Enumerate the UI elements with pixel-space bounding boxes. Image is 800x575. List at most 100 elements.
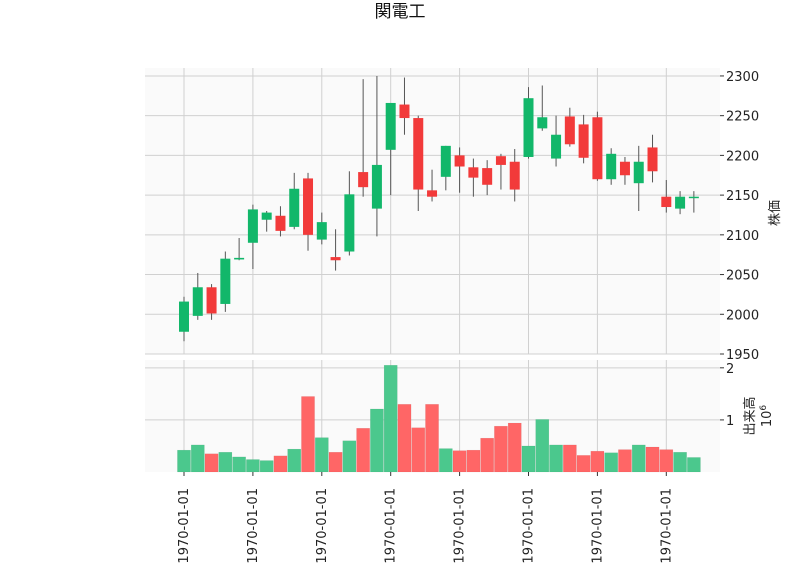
candle-body xyxy=(261,212,272,220)
volume-bar xyxy=(576,455,591,473)
candle-body xyxy=(234,257,245,260)
price-y-ticks: 1950 2000 2050 2100 2150 2200 2250 2300 xyxy=(720,70,759,363)
volume-bar xyxy=(452,450,467,473)
candle-body xyxy=(468,167,479,178)
price-candles xyxy=(179,75,699,342)
volume-bar xyxy=(287,448,302,473)
x-tick-label: 1970-01-01 xyxy=(522,488,537,564)
candle-body xyxy=(592,117,603,180)
volume-bar xyxy=(328,451,343,473)
volume-bar xyxy=(301,396,315,473)
volume-bar xyxy=(190,444,205,473)
volume-bar xyxy=(535,419,550,473)
candle-body xyxy=(316,222,327,240)
volume-bar xyxy=(204,453,219,473)
volume-bar xyxy=(246,459,260,473)
candle-body xyxy=(330,257,341,261)
volume-bar xyxy=(480,437,495,473)
volume-exponent-base: 10 xyxy=(760,411,775,428)
x-tick-label: 1970-01-01 xyxy=(590,488,605,564)
price-tick-label: 1950 xyxy=(726,348,759,363)
candle-body xyxy=(303,178,314,235)
candle-body xyxy=(495,156,506,165)
volume-bar xyxy=(645,446,660,473)
volume-bar xyxy=(342,440,357,473)
price-tick-label: 2150 xyxy=(726,189,759,204)
volume-bar xyxy=(687,457,701,473)
candle-body xyxy=(275,215,286,231)
price-tick-label: 2050 xyxy=(726,269,759,284)
candle-body xyxy=(578,124,589,158)
candle-body xyxy=(344,194,355,252)
candle-body xyxy=(206,287,217,314)
volume-bar xyxy=(549,444,563,473)
price-tick-label: 2250 xyxy=(726,110,759,125)
candle-body xyxy=(661,196,672,208)
volume-bar xyxy=(631,444,646,473)
x-tick-label: 1970-01-01 xyxy=(246,488,261,564)
price-tick-label: 2000 xyxy=(726,308,759,323)
candle-body xyxy=(440,145,451,177)
volume-bar xyxy=(383,364,398,473)
volume-bar xyxy=(411,427,426,473)
candle-body xyxy=(413,118,424,190)
volume-bar xyxy=(314,437,329,473)
candle-body xyxy=(371,164,382,209)
candle-body xyxy=(564,116,575,145)
volume-bar xyxy=(232,456,246,473)
chart-title: 関電工 xyxy=(375,2,426,22)
volume-bar xyxy=(177,449,191,473)
candle-body xyxy=(509,161,520,190)
candle-body xyxy=(454,155,465,167)
x-tick-label: 1970-01-01 xyxy=(384,488,399,564)
candle-body xyxy=(537,117,548,129)
volume-bar xyxy=(218,451,233,473)
volume-panel: 12 出来高 106 xyxy=(145,360,775,473)
price-panel: 1950 2000 2050 2100 2150 2200 2250 2300 株価 xyxy=(145,68,783,363)
volume-bar xyxy=(370,408,384,473)
volume-bar xyxy=(659,449,674,473)
volume-bar xyxy=(466,449,481,473)
candle-body xyxy=(606,153,617,180)
volume-bar xyxy=(507,422,522,473)
volume-axis-exponent: 106 xyxy=(759,405,775,428)
volume-bar xyxy=(273,455,288,473)
candle-body xyxy=(247,209,258,243)
candle-body xyxy=(427,190,438,197)
volume-bar xyxy=(521,445,536,473)
volume-exponent-power: 6 xyxy=(759,405,769,411)
volume-bar xyxy=(397,404,412,473)
candle-body xyxy=(192,287,203,316)
volume-tick-label: 1 xyxy=(726,414,734,429)
volume-bars xyxy=(177,364,701,473)
volume-bar xyxy=(494,425,508,473)
candle-body xyxy=(399,104,410,119)
price-tick-label: 2200 xyxy=(726,149,759,164)
volume-bar xyxy=(604,452,619,473)
volume-bar xyxy=(425,404,439,473)
price-panel-background xyxy=(145,68,720,354)
volume-bar xyxy=(259,460,274,473)
price-tick-label: 2300 xyxy=(726,70,759,85)
volume-bar xyxy=(590,450,605,473)
candle-body xyxy=(551,134,562,159)
volume-bar xyxy=(356,427,370,473)
price-axis-label: 株価 xyxy=(768,200,783,226)
volume-bar xyxy=(673,451,687,473)
candle-body xyxy=(179,301,189,332)
volume-bar xyxy=(438,448,453,473)
x-axis-ticks: 1970-01-01 1970-01-01 1970-01-01 1970-01-01… xyxy=(177,472,674,564)
candle-body xyxy=(385,102,396,150)
candle-body xyxy=(688,196,699,199)
candle-body xyxy=(289,188,300,227)
x-tick-label: 1970-01-01 xyxy=(177,488,192,564)
candle-body xyxy=(523,98,534,157)
candle-body xyxy=(358,172,369,188)
volume-tick-label: 2 xyxy=(726,362,734,377)
candle-body xyxy=(675,196,686,209)
candle-body xyxy=(647,147,658,172)
candle-body xyxy=(633,161,644,184)
candle-body xyxy=(220,258,231,304)
